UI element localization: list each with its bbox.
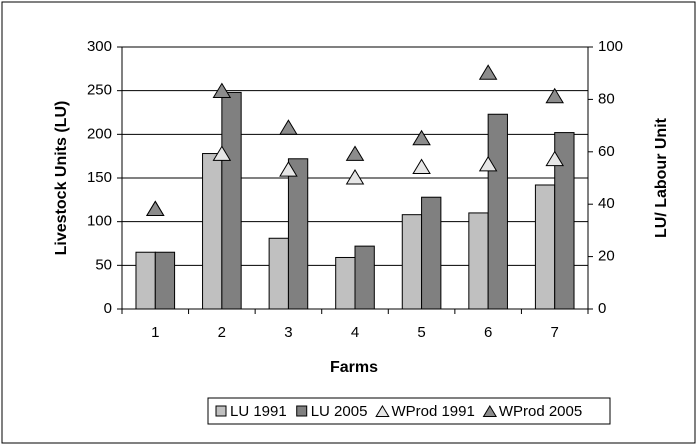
y-tick-label: 100 [87,213,112,230]
legend-box [207,397,611,425]
legend-swatch [215,405,227,417]
bar [268,237,289,310]
triangle-marker [212,145,232,161]
triangle-marker [478,64,498,80]
y2-axis-title: LU/ Labour Unit [653,117,670,238]
bar [421,196,442,310]
y-tick-label: 300 [87,38,112,55]
y2-tick-label: 0 [598,300,606,317]
x-tick-label: 7 [551,324,559,341]
x-axis-title: Farms [330,359,378,376]
bar [534,184,556,310]
bar [554,132,575,310]
y-tick-label: 50 [95,256,112,273]
bar [354,245,375,310]
triangle-marker [146,200,165,216]
bar [287,158,309,310]
triangle-marker [545,150,564,167]
y-tick-label: 150 [87,169,112,186]
legend-label: WProd 2005 [499,403,582,420]
y2-tick-label: 40 [598,195,615,212]
bar [401,214,423,310]
y2-tick-label: 20 [598,248,615,265]
legend-swatch [296,405,308,417]
triangle-marker [279,161,298,177]
triangle-marker [279,119,298,135]
x-tick-label: 3 [284,324,292,341]
legend-label: LU 1991 [230,403,287,420]
bar [468,212,489,310]
x-tick-label: 5 [417,324,425,341]
legend-swatch [482,405,498,417]
x-tick-label: 2 [218,324,226,341]
triangle-marker [345,145,365,161]
triangle-marker [412,129,431,146]
legend-label: LU 2005 [311,403,368,420]
triangle-marker [478,155,498,172]
triangle-marker [412,158,431,175]
y2-tick-label: 80 [598,90,615,107]
bar [135,251,156,310]
y-tick-label: 250 [87,82,112,99]
triangle-marker [545,87,564,104]
bar [202,153,223,310]
y2-tick-label: 60 [598,143,615,160]
x-tick-label: 4 [351,324,359,341]
bar [221,91,242,310]
y2-tick-label: 100 [598,38,623,55]
y-axis-title: Livestock Units (LU) [53,101,70,256]
triangle-marker [212,82,232,99]
y-tick-label: 200 [87,125,112,142]
x-tick-label: 6 [484,324,492,341]
y-tick-label: 0 [104,300,112,317]
legend-label: WProd 1991 [391,403,474,420]
bar [487,113,508,310]
triangle-marker [345,169,365,185]
bar [335,256,356,310]
x-tick-label: 1 [151,324,159,341]
bar [154,251,176,310]
legend-swatch [375,405,390,417]
